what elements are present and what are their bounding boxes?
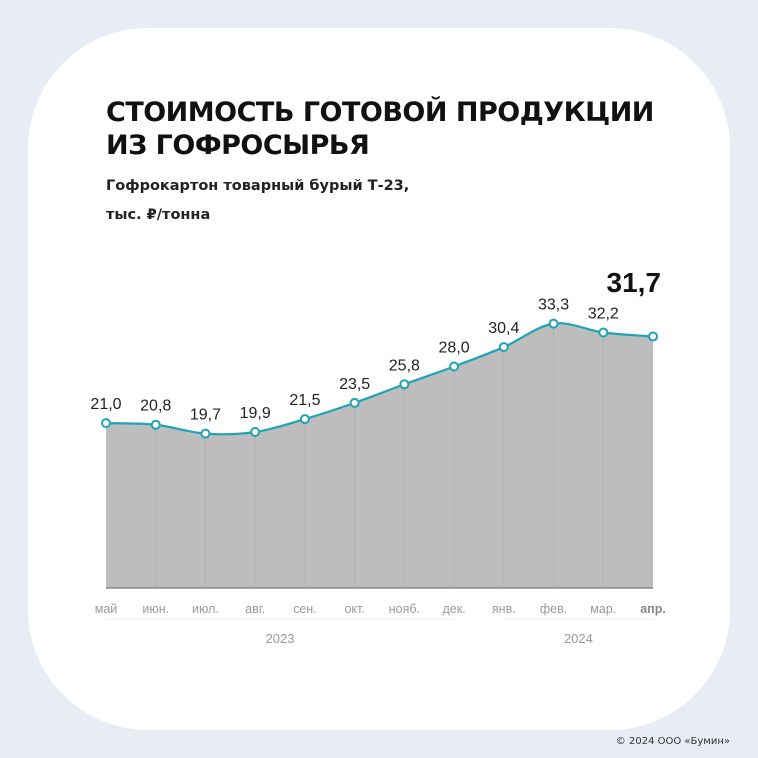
data-label: 32,2 <box>588 306 619 323</box>
x-tick-label: апр. <box>640 602 666 616</box>
data-label: 30,4 <box>488 320 519 337</box>
x-tick-label: янв. <box>492 602 516 616</box>
area-fill <box>106 323 653 588</box>
data-point <box>449 361 460 372</box>
x-tick-label: май <box>95 602 118 616</box>
data-point <box>250 427 261 438</box>
data-label: 21,5 <box>289 392 320 409</box>
title-line-1: СТОИМОСТЬ ГОТОВОЙ ПРОДУКЦИИ <box>106 97 654 128</box>
x-tick-label: дек. <box>442 602 465 616</box>
data-label: 23,5 <box>339 376 370 393</box>
x-tick-label: фев. <box>540 602 567 616</box>
data-label: 28,0 <box>439 339 470 356</box>
data-point <box>349 397 360 408</box>
chart-unit: тыс. ₽/тонна <box>106 207 211 223</box>
data-label: 19,9 <box>240 405 271 422</box>
x-tick-label: июн. <box>142 602 169 616</box>
data-label: 25,8 <box>389 357 420 374</box>
data-point <box>150 419 161 430</box>
data-label: 19,7 <box>190 407 221 424</box>
copyright: © 2024 ООО «Бумин» <box>615 736 730 747</box>
data-label: 20,8 <box>140 398 171 415</box>
data-label: 21,0 <box>90 396 121 413</box>
x-tick-label: мар. <box>590 602 616 616</box>
data-point <box>399 379 410 390</box>
year-label: 2023 <box>266 631 295 646</box>
x-tick-label: окт. <box>344 602 364 616</box>
data-point <box>548 318 559 329</box>
x-tick-label: авг. <box>245 602 265 616</box>
data-point <box>598 327 609 338</box>
year-label: 2024 <box>564 631 593 646</box>
data-point <box>101 418 111 429</box>
data-label: 33,3 <box>538 297 569 314</box>
title-line-2: ИЗ ГОФРОСЫРЬЯ <box>106 130 370 161</box>
data-point <box>648 331 658 342</box>
data-point <box>299 414 310 425</box>
data-label: 31,7 <box>607 267 662 298</box>
data-point <box>498 342 509 353</box>
data-point <box>200 428 211 439</box>
x-tick-label: нояб. <box>389 602 420 616</box>
x-tick-label: сен. <box>293 602 317 616</box>
chart-title: СТОИМОСТЬ ГОТОВОЙ ПРОДУКЦИИ ИЗ ГОФРОСЫРЬЯ <box>106 96 654 162</box>
chart-subtitle: Гофрокартон товарный бурый Т-23, <box>106 178 410 194</box>
x-tick-label: июл. <box>192 602 219 616</box>
